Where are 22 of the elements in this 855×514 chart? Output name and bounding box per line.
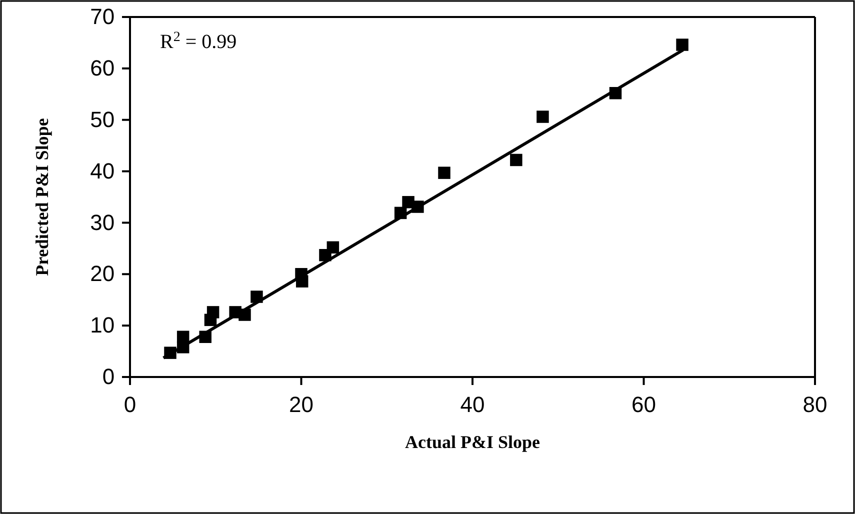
x-tick-label: 20 [289, 392, 314, 418]
annotation: R$^{2}$ = 0.99 [160, 30, 237, 53]
x-tick-label: 80 [802, 392, 828, 418]
x-tick-label: 0 [124, 392, 136, 418]
y-tick-label: 70 [90, 4, 115, 30]
y-tick-label: 50 [90, 106, 115, 132]
y-tick-label: 60 [90, 55, 115, 80]
y-tick-label: 10 [90, 312, 115, 338]
y-tick-label: 30 [90, 210, 115, 235]
point [676, 38, 688, 51]
point [206, 306, 220, 318]
y-axis-title: Predicted P&I Slope [32, 118, 52, 276]
x-tick-label: 40 [460, 392, 485, 418]
point [326, 241, 340, 254]
x-axis-title: Actual P&I Slope [405, 432, 540, 452]
y-tick-label: 40 [90, 158, 115, 184]
x-tick-label: 60 [632, 392, 656, 418]
point [536, 110, 549, 123]
y-tick-label: 0 [102, 364, 115, 390]
y-tick-label: 20 [90, 261, 115, 286]
point [438, 166, 450, 179]
point [510, 154, 522, 166]
